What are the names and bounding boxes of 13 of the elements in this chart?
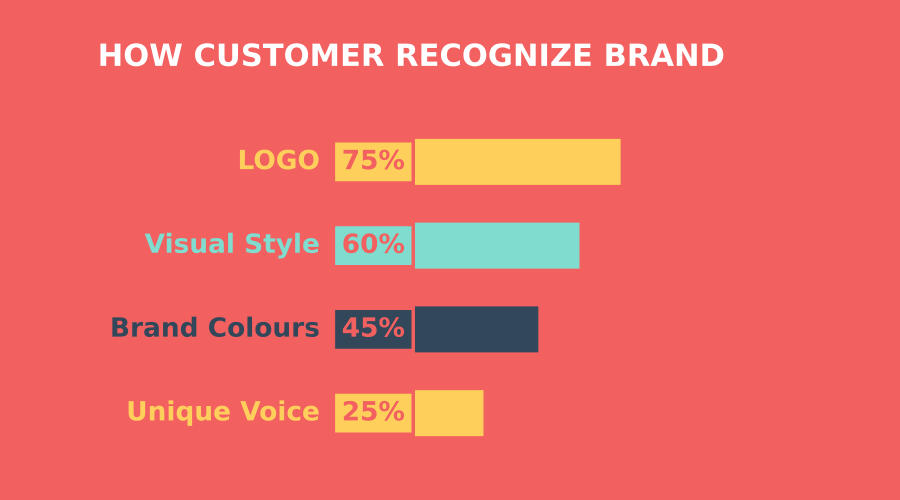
y-tick-label: LOGO [240, 150, 319, 170]
data-label: 45% [342, 317, 404, 338]
data-label: 60% [343, 233, 404, 254]
y-tick-label: Unique Voice [128, 400, 319, 426]
bar [414, 306, 538, 352]
bar [414, 222, 580, 269]
y-tick-label: Visual Style [144, 232, 319, 258]
data-label: 75% [344, 150, 404, 170]
bar [414, 138, 621, 185]
data-label: 25% [344, 400, 404, 421]
y-tick-label: Brand Colours [112, 316, 319, 338]
bar [414, 390, 484, 436]
chart-title: HOW CUSTOMER RECOGNIZE BRAND [100, 43, 724, 66]
